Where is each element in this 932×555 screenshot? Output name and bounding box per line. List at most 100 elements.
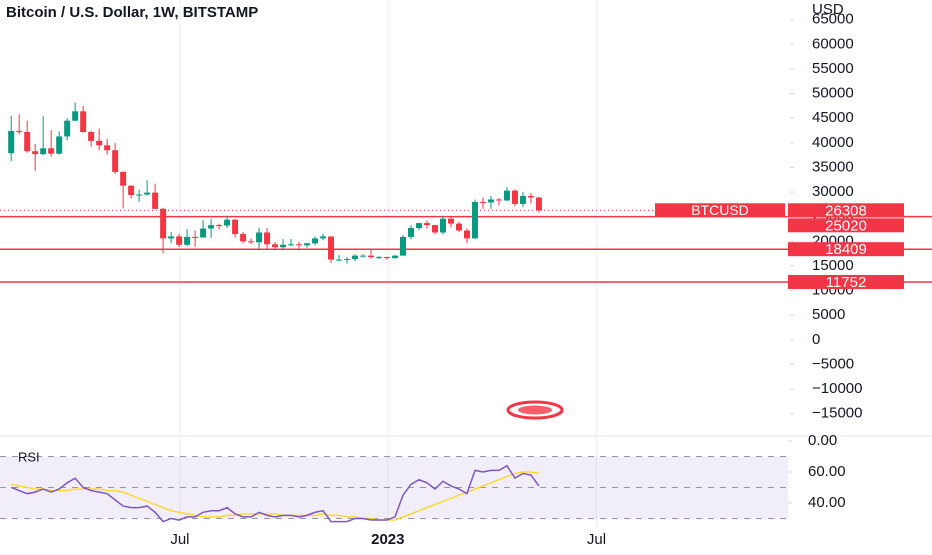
chart-title: Bitcoin / U.S. Dollar, 1W, BITSTAMP xyxy=(6,4,258,21)
rsi-y-tick-label: 60.00 xyxy=(808,463,846,480)
rsi-y-tick-label: 0.00 xyxy=(808,432,837,449)
candle-body xyxy=(431,225,438,233)
currency-label: USD xyxy=(812,1,844,18)
candle-body xyxy=(503,190,510,201)
y-tick-label: −5000 xyxy=(812,355,854,372)
candle-body xyxy=(272,244,279,248)
candle-body xyxy=(368,255,375,258)
candle-body xyxy=(40,148,47,155)
symbol-badge xyxy=(655,203,785,218)
candle-body xyxy=(72,111,79,121)
candle-body xyxy=(112,150,119,172)
candle-body xyxy=(208,225,215,229)
candle-body xyxy=(312,238,319,244)
price-badge-label: 18409 xyxy=(825,241,867,258)
candle-body xyxy=(128,185,135,196)
candle-body xyxy=(535,197,542,211)
candle-body xyxy=(32,151,39,155)
y-tick-label: 35000 xyxy=(812,158,854,175)
candle-body xyxy=(399,236,406,256)
candle-body xyxy=(384,257,391,259)
candle-body xyxy=(120,171,127,186)
symbol-label: BTCUSD xyxy=(691,202,749,218)
x-tick-label: 2023 xyxy=(371,531,404,548)
candle-body xyxy=(407,228,414,237)
y-tick-label: −10000 xyxy=(812,380,862,397)
candle-body xyxy=(56,136,63,154)
candle-body xyxy=(487,199,494,203)
candle-body xyxy=(519,196,526,204)
candle-body xyxy=(423,223,430,226)
candle-body xyxy=(248,241,255,243)
candle-body xyxy=(184,236,191,245)
y-tick-label: 55000 xyxy=(812,60,854,77)
candle-body xyxy=(232,219,239,234)
candle-body xyxy=(216,225,223,227)
watermark-logo xyxy=(506,400,564,420)
candle-body xyxy=(264,232,271,245)
candle-body xyxy=(240,233,247,242)
candle-body xyxy=(304,243,311,246)
candle-body xyxy=(16,131,23,133)
candle-body xyxy=(160,208,167,239)
candle-body xyxy=(144,192,151,195)
rsi-band xyxy=(0,456,788,519)
y-tick-label: 50000 xyxy=(812,85,854,102)
candle-body xyxy=(320,236,327,239)
candle-body xyxy=(352,255,359,260)
candle-body xyxy=(344,259,351,261)
candle-body xyxy=(336,259,343,261)
candle-body xyxy=(415,223,422,229)
candle-body xyxy=(463,230,470,239)
candle-body xyxy=(96,140,103,146)
rsi-ma-line xyxy=(11,471,540,521)
candle-body xyxy=(328,236,335,260)
candle-body xyxy=(224,219,231,226)
candle-body xyxy=(471,201,478,239)
candle-body xyxy=(176,236,183,245)
rsi-y-tick-label: 40.00 xyxy=(808,494,846,511)
price-badge xyxy=(788,242,904,257)
y-tick-label: −15000 xyxy=(812,405,862,422)
candle-body xyxy=(392,255,398,259)
candle-body xyxy=(152,192,159,209)
candle-body xyxy=(360,255,367,257)
y-tick-label: 40000 xyxy=(812,134,854,151)
candle-body xyxy=(447,218,454,224)
candle-body xyxy=(256,232,263,243)
candle-body xyxy=(200,228,207,238)
rsi-line xyxy=(10,464,540,523)
price-badge-label: 11752 xyxy=(826,274,867,291)
candle-body xyxy=(439,218,446,233)
candle-body xyxy=(455,223,462,231)
candle-body xyxy=(88,132,95,141)
y-tick-label: 15000 xyxy=(812,257,854,274)
candle-body xyxy=(136,194,143,196)
candle-body xyxy=(192,236,199,238)
candle-body xyxy=(527,196,534,198)
price-badge-label: 26308 xyxy=(825,202,867,219)
price-badge xyxy=(788,218,904,233)
candle-body xyxy=(48,148,55,154)
x-tick-label: Jul xyxy=(170,531,189,548)
candle-body xyxy=(104,145,111,151)
y-tick-label: 0 xyxy=(812,331,820,348)
y-tick-label: 45000 xyxy=(812,109,854,126)
price-badge-label: 25020 xyxy=(825,217,867,234)
candle-body xyxy=(495,199,502,201)
price-badge xyxy=(788,203,904,218)
candle-body xyxy=(64,120,71,137)
candle-body xyxy=(8,131,15,154)
candle-body xyxy=(288,244,295,246)
y-tick-label: 5000 xyxy=(812,306,845,323)
candle-body xyxy=(511,190,518,204)
price-badge xyxy=(788,274,904,289)
candle-body xyxy=(168,236,175,239)
candle-body xyxy=(479,201,486,203)
y-tick-label: 30000 xyxy=(812,183,854,200)
candle-body xyxy=(80,111,87,133)
candle-body xyxy=(24,132,31,152)
y-tick-label: 65000 xyxy=(812,11,854,28)
y-tick-label: 60000 xyxy=(812,35,854,52)
